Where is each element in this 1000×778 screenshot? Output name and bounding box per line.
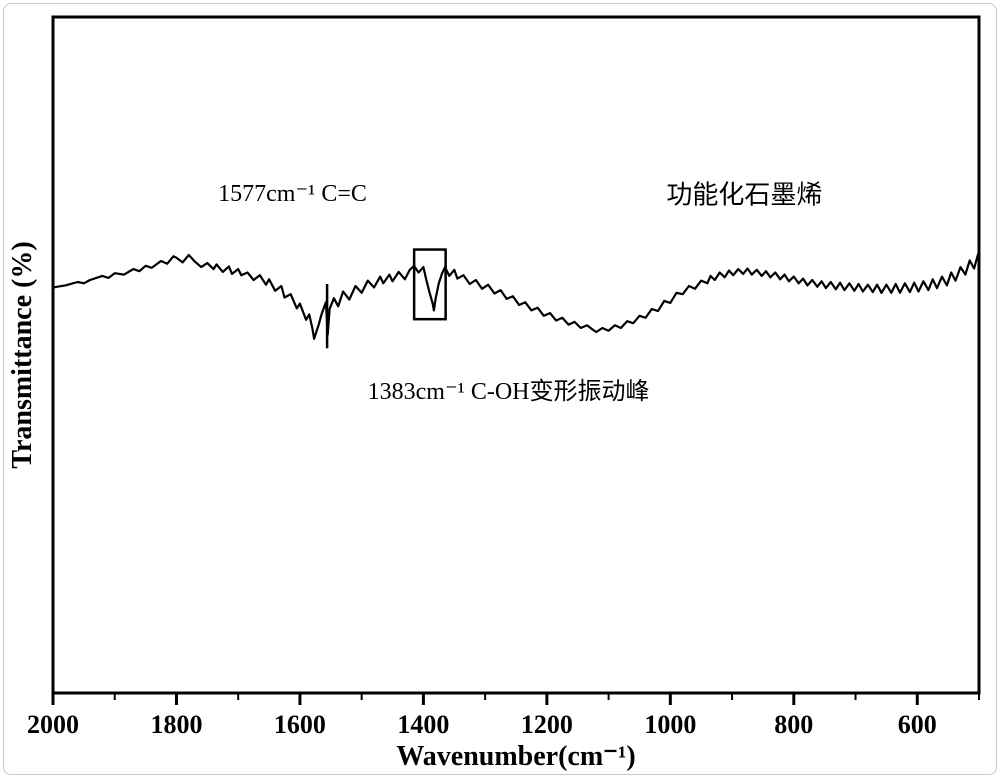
image-frame (3, 3, 997, 775)
